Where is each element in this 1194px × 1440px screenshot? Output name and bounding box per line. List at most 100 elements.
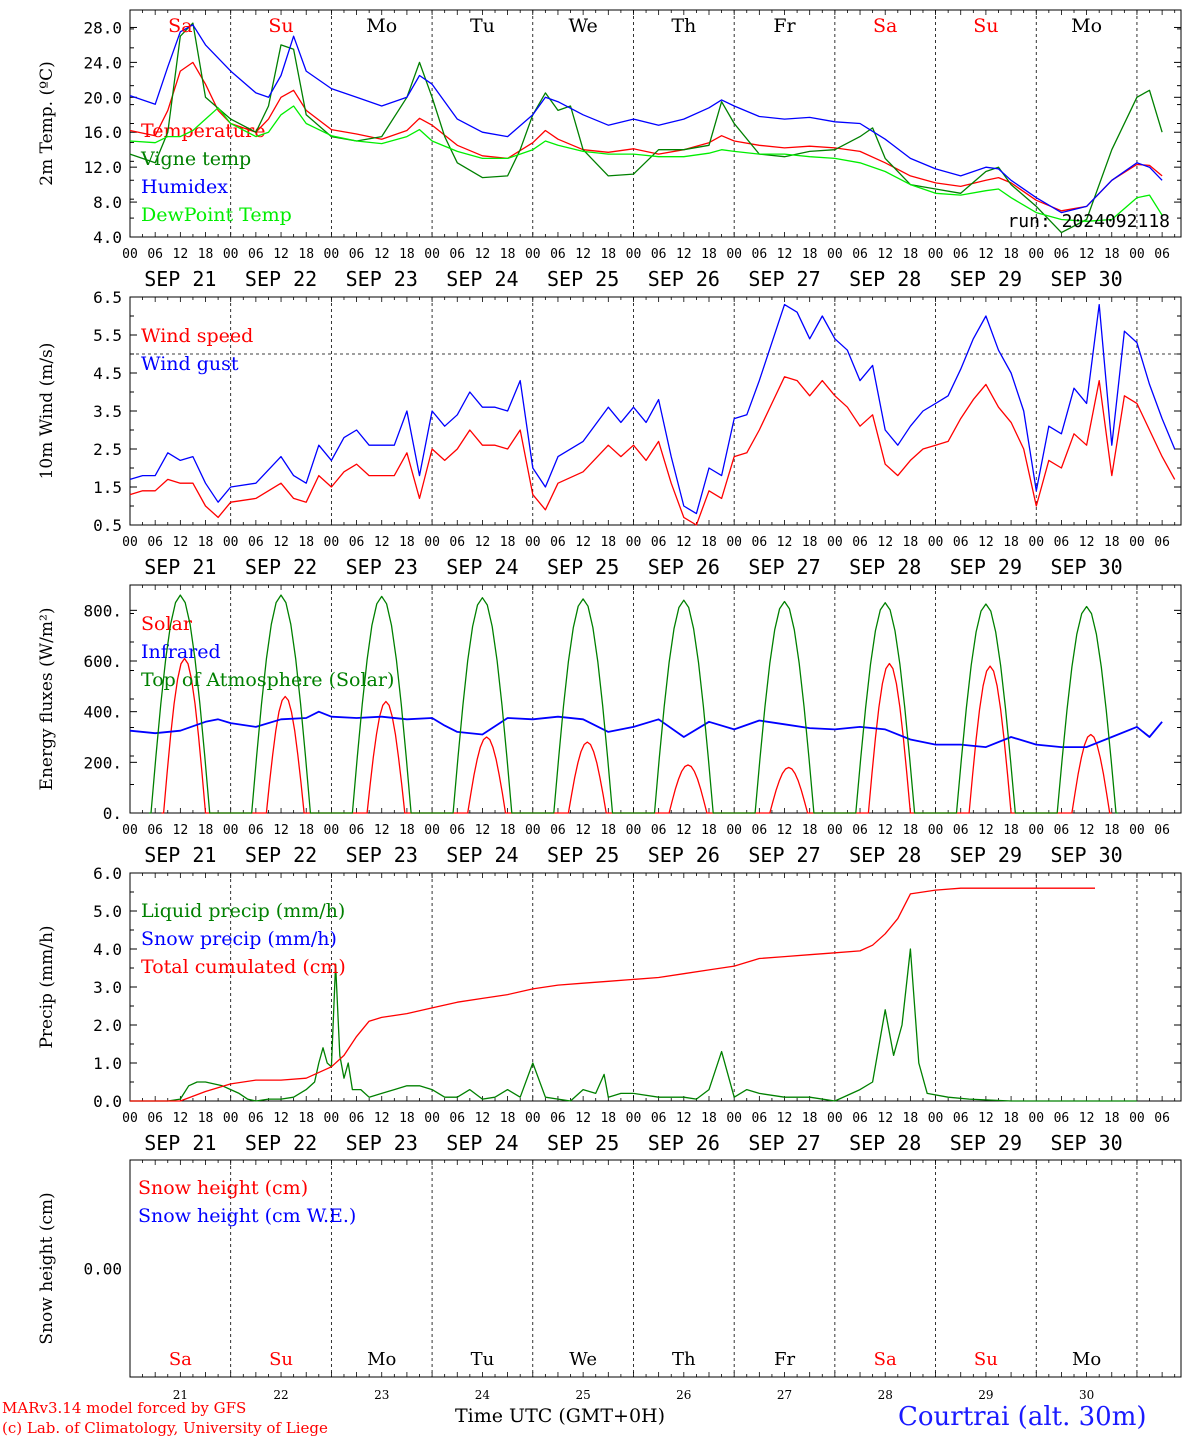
hour-tick-label: 00 [928, 247, 944, 262]
day-number: 28 [878, 1388, 893, 1402]
hour-tick-label: 12 [1079, 247, 1095, 262]
y-tick-label: 400. [83, 703, 122, 722]
hour-tick-label: 12 [676, 823, 692, 838]
hour-tick-label: 18 [600, 247, 616, 262]
date-label: SEP 21 [144, 267, 216, 291]
hour-tick-label: 18 [1104, 247, 1120, 262]
hour-tick-label: 12 [877, 535, 893, 550]
hour-tick-label: 12 [273, 535, 289, 550]
hour-tick-label: 06 [852, 1111, 868, 1126]
day-number: 23 [374, 1388, 389, 1402]
hour-tick-label: 06 [1154, 247, 1170, 262]
y-tick-label: 2.0 [93, 1016, 122, 1035]
hour-tick-label: 18 [298, 823, 314, 838]
hour-tick-label: 18 [298, 535, 314, 550]
date-label: SEP 24 [446, 1131, 518, 1155]
hour-tick-label: 06 [953, 247, 969, 262]
day-abbr: Tu [471, 1349, 495, 1370]
hour-tick-label: 18 [802, 1111, 818, 1126]
hour-tick-label: 18 [198, 535, 214, 550]
hour-tick-label: 06 [1154, 1111, 1170, 1126]
day-number: 22 [273, 1388, 288, 1402]
legend-snow-height-cm-w-e-: Snow height (cm W.E.) [138, 1205, 356, 1227]
day-abbr: Su [974, 1349, 998, 1370]
credit-line: (c) Lab. of Climatology, University of L… [2, 1419, 328, 1437]
hour-tick-label: 12 [978, 247, 994, 262]
hour-tick-label: 06 [752, 823, 768, 838]
hour-tick-label: 00 [827, 1111, 843, 1126]
hour-tick-label: 00 [1129, 247, 1145, 262]
legend-humidex: Humidex [141, 176, 228, 198]
day-number: 30 [1079, 1388, 1094, 1402]
hour-tick-label: 06 [752, 1111, 768, 1126]
panel-frame [129, 9, 1182, 238]
hour-tick-label: 12 [475, 823, 491, 838]
hour-tick-label: 00 [324, 1111, 340, 1126]
legend-solar: Solar [141, 613, 193, 635]
hour-tick-label: 18 [500, 823, 516, 838]
date-label: SEP 22 [245, 843, 317, 867]
day-abbr: Sa [873, 15, 897, 37]
hour-tick-label: 12 [374, 823, 390, 838]
hour-tick-label: 18 [500, 247, 516, 262]
hour-tick-label: 06 [248, 823, 264, 838]
hour-tick-label: 06 [147, 535, 163, 550]
day-abbr: Mo [366, 15, 397, 37]
date-label: SEP 26 [648, 843, 720, 867]
hour-tick-label: 18 [701, 535, 717, 550]
hour-tick-label: 00 [424, 247, 440, 262]
hour-tick-label: 18 [701, 823, 717, 838]
model-line: MARv3.14 model forced by GFS [2, 1399, 247, 1417]
date-label: SEP 22 [245, 555, 317, 579]
hour-tick-label: 00 [122, 823, 138, 838]
hour-tick-label: 18 [298, 1111, 314, 1126]
hour-tick-label: 00 [424, 1111, 440, 1126]
hour-tick-label: 12 [575, 535, 591, 550]
day-abbr: Fr [773, 15, 796, 37]
hour-tick-label: 18 [701, 1111, 717, 1126]
day-abbr: Mo [1072, 1349, 1101, 1370]
time-axis-label: Time UTC (GMT+0H) [455, 1405, 666, 1427]
date-label: SEP 28 [849, 843, 921, 867]
hour-tick-label: 06 [550, 247, 566, 262]
hour-tick-label: 12 [777, 1111, 793, 1126]
hour-tick-label: 18 [903, 247, 919, 262]
hour-tick-label: 00 [223, 1111, 239, 1126]
hour-tick-label: 12 [173, 1111, 189, 1126]
hour-tick-label: 06 [1154, 535, 1170, 550]
hour-tick-label: 00 [324, 823, 340, 838]
legend-dewpoint-temp: DewPoint Temp [141, 204, 292, 226]
day-abbr: Sa [168, 15, 192, 37]
day-abbr: Mo [1071, 15, 1102, 37]
date-label: SEP 30 [1050, 267, 1122, 291]
y-tick-label: 600. [83, 652, 122, 671]
date-label: SEP 24 [446, 555, 518, 579]
hour-tick-label: 18 [1104, 823, 1120, 838]
date-label: SEP 28 [849, 267, 921, 291]
hour-tick-label: 00 [827, 535, 843, 550]
hour-tick-label: 06 [248, 247, 264, 262]
hour-tick-label: 18 [1003, 535, 1019, 550]
hour-tick-label: 00 [324, 535, 340, 550]
hour-tick-label: 06 [752, 535, 768, 550]
run-label: run: 2024092118 [1007, 211, 1170, 232]
date-label: SEP 23 [346, 843, 418, 867]
hour-tick-label: 12 [877, 823, 893, 838]
y-tick-label: 4.0 [93, 940, 122, 959]
hour-tick-label: 00 [525, 1111, 541, 1126]
hour-tick-label: 06 [349, 1111, 365, 1126]
hour-tick-label: 18 [903, 823, 919, 838]
day-number: 27 [777, 1388, 792, 1402]
hour-tick-label: 00 [424, 823, 440, 838]
y-tick-label: 6.0 [93, 864, 122, 883]
date-label: SEP 26 [648, 267, 720, 291]
hour-tick-label: 06 [449, 247, 465, 262]
hour-tick-label: 12 [173, 535, 189, 550]
hour-tick-label: 00 [122, 247, 138, 262]
hour-tick-label: 18 [1104, 535, 1120, 550]
series-line-vigne-temp [129, 22, 1163, 234]
hour-tick-label: 00 [827, 247, 843, 262]
hour-tick-label: 12 [575, 823, 591, 838]
day-abbr: Fr [774, 1349, 795, 1370]
